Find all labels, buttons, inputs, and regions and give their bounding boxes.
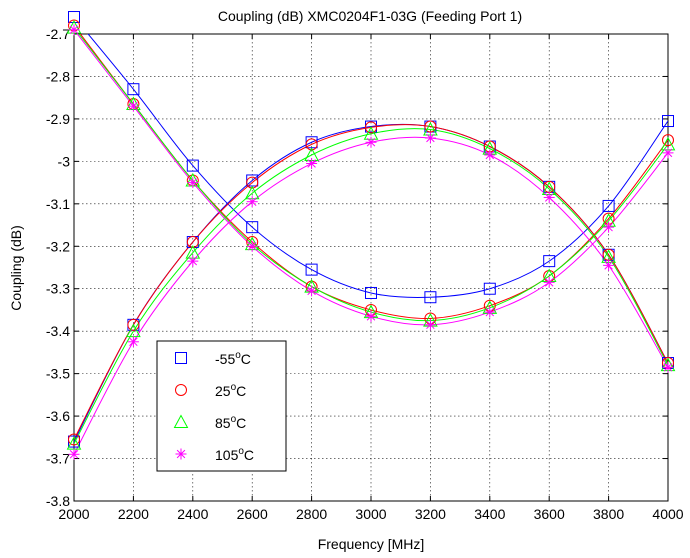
series-line-falling xyxy=(87,34,668,299)
data-point-marker xyxy=(187,255,199,267)
data-point-marker xyxy=(365,310,377,322)
x-tick-label: 2000 xyxy=(58,506,89,522)
y-tick-label: -2.8 xyxy=(46,68,70,84)
y-tick-label: -3 xyxy=(58,153,71,169)
series-markers xyxy=(66,11,676,460)
legend-label: -55oC xyxy=(215,350,251,367)
data-point-marker xyxy=(484,149,496,161)
data-point-marker xyxy=(543,276,555,288)
data-point-marker xyxy=(246,221,259,234)
chart-title: Coupling (dB) XMC0204F1-03G (Feeding Por… xyxy=(218,8,522,24)
data-point-marker xyxy=(662,361,674,373)
data-point-marker xyxy=(68,433,80,446)
legend-marker xyxy=(175,384,187,396)
data-point-marker xyxy=(127,336,139,348)
y-tick-label: -3.1 xyxy=(46,196,70,212)
data-point-marker xyxy=(543,191,555,203)
data-point-marker xyxy=(246,240,258,252)
data-point-marker xyxy=(186,159,199,172)
x-tick-label: 4000 xyxy=(652,506,683,522)
legend-label: 85oC xyxy=(215,414,246,431)
data-point-marker xyxy=(603,259,615,271)
x-tick-label: 2200 xyxy=(118,506,149,522)
y-tick-label: -3.7 xyxy=(46,451,70,467)
legend-marker xyxy=(173,414,189,428)
data-point-marker xyxy=(365,121,377,134)
data-point-marker xyxy=(365,286,377,299)
data-point-marker xyxy=(68,448,80,460)
legend: -55oC 25oC 85oC 105oC xyxy=(156,340,287,472)
data-point-marker xyxy=(127,318,140,331)
x-tick-label: 3200 xyxy=(415,506,446,522)
x-axis-label: Frequency [MHz] xyxy=(318,536,425,552)
data-point-marker xyxy=(127,83,140,96)
series-line-rising xyxy=(74,136,668,455)
data-point-marker xyxy=(662,147,674,159)
y-axis-label: Coupling (dB) xyxy=(8,225,24,311)
data-point-marker xyxy=(365,136,377,148)
x-tick-label: 2400 xyxy=(177,506,208,522)
legend-box xyxy=(156,340,287,472)
legend-marker xyxy=(175,448,187,460)
series-line-rising xyxy=(74,128,668,444)
y-tick-label: -2.9 xyxy=(46,111,70,127)
y-tick-label: -3.6 xyxy=(46,408,70,424)
x-tick-label: 3000 xyxy=(355,506,386,522)
data-point-marker xyxy=(483,282,496,295)
data-point-marker xyxy=(424,319,436,331)
y-tick-label: -2.7 xyxy=(46,26,70,42)
x-tick-label: 2800 xyxy=(296,506,327,522)
data-point-marker xyxy=(306,157,318,169)
data-point-marker xyxy=(602,199,615,212)
data-point-marker xyxy=(246,176,259,189)
data-point-marker xyxy=(424,291,437,304)
data-point-marker xyxy=(484,306,496,318)
axis-ticks: 2000 2200 2400 2600 2800 3000 3200 3400 3600 3800… xyxy=(46,26,684,522)
legend-marker xyxy=(175,352,187,364)
data-point-marker xyxy=(306,285,318,297)
x-tick-label: 3400 xyxy=(474,506,505,522)
data-point-marker xyxy=(662,134,674,147)
data-point-marker xyxy=(186,236,199,249)
data-point-marker xyxy=(305,263,318,276)
y-tick-label: -3.2 xyxy=(46,238,70,254)
x-tick-label: 3800 xyxy=(593,506,624,522)
y-tick-label: -3.5 xyxy=(46,366,70,382)
x-tick-label: 3600 xyxy=(534,506,565,522)
data-point-marker xyxy=(127,100,139,112)
legend-label: 25oC xyxy=(215,382,246,399)
y-tick-label: -3.8 xyxy=(46,493,70,509)
series-line-rising xyxy=(74,124,668,440)
legend-label: 105oC xyxy=(215,446,254,463)
data-point-marker xyxy=(603,221,615,233)
series-lines xyxy=(74,34,668,455)
x-tick-label: 2600 xyxy=(237,506,268,522)
data-point-marker xyxy=(424,132,436,144)
y-tick-label: -3.3 xyxy=(46,281,70,297)
data-point-marker xyxy=(68,11,80,24)
data-point-marker xyxy=(543,255,556,268)
data-point-marker xyxy=(424,120,437,133)
y-tick-label: -3.4 xyxy=(46,323,70,339)
series-line-falling xyxy=(76,34,668,326)
data-point-marker xyxy=(187,177,199,189)
data-point-marker xyxy=(662,115,674,128)
data-point-marker xyxy=(246,196,258,208)
data-point-marker xyxy=(305,138,318,151)
data-point-marker xyxy=(68,24,80,36)
